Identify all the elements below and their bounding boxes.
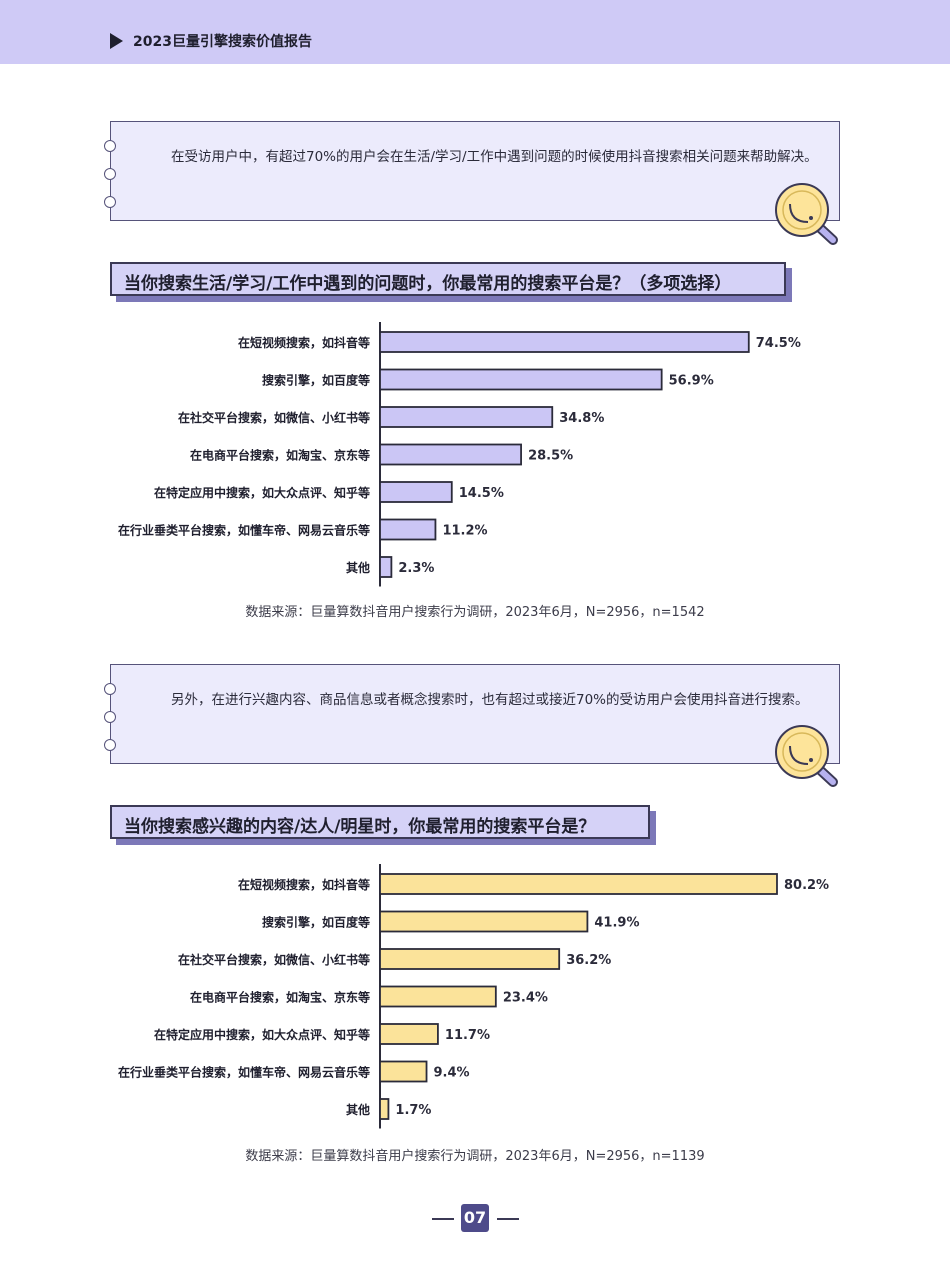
page-number-rule [432,1218,454,1220]
report-header: 2023巨量引擎搜索价值报告 [0,0,950,64]
bar [379,481,453,503]
data-source-1: 数据来源：巨量算数抖音用户搜索行为调研，2023年6月，N=2956，n=154… [245,605,705,620]
category-label: 在特定应用中搜索，如大众点评、知乎等 [154,1027,370,1042]
bar-chart-2: 在短视频搜索，如抖音等 80.2% 搜索引擎，如百度等 41.9% 在社交平台搜索，如微… [118,864,829,1129]
question-title-text: 当你搜索感兴趣的内容/达人/明星时，你最常用的搜索平台是？ [124,817,596,837]
data-label: 36.2% [566,953,611,968]
bar [379,406,554,428]
data-label: 34.8% [559,411,604,426]
binder-hole-icon [104,739,116,751]
bar [379,1023,439,1045]
note-text: 在受访用户中，有超过70%的用户会在生活/学习/工作中遇到问题的时候使用抖音搜索… [171,149,818,165]
question-title-text: 当你搜索生活/学习/工作中遇到的问题时，你最常用的搜索平台是？（多项选择） [124,274,732,294]
page-number: 07 [461,1204,489,1232]
data-label: 11.2% [442,524,487,539]
bar [379,556,393,578]
bar [379,1060,428,1083]
magnifier-icon [775,183,838,245]
bar [379,985,497,1008]
category-label: 在行业垂类平台搜索，如懂车帝、网易云音乐等 [118,523,370,538]
category-label: 在行业垂类平台搜索，如懂车帝、网易云音乐等 [118,1065,370,1080]
category-label: 其他 [346,1102,370,1117]
binder-hole-icon [104,683,116,695]
data-label: 28.5% [528,449,573,464]
data-source-2: 数据来源：巨量算数抖音用户搜索行为调研，2023年6月，N=2956，n=113… [245,1149,705,1164]
note-card-2: 另外，在进行兴趣内容、商品信息或者概念搜索时，也有超过或接近70%的受访用户会使… [104,664,840,764]
data-label: 80.2% [784,878,829,893]
category-label: 在短视频搜索，如抖音等 [238,877,370,892]
binder-hole-icon [104,711,116,723]
data-label: 11.7% [445,1028,490,1043]
page-number-rule [497,1218,519,1220]
magnifier-icon [775,725,838,787]
bar [379,443,522,466]
category-label: 搜索引擎，如百度等 [262,373,370,388]
binder-hole-icon [104,196,116,208]
category-label: 在电商平台搜索，如淘宝、京东等 [190,990,370,1005]
bar [379,1098,390,1120]
category-label: 在短视频搜索，如抖音等 [238,335,370,350]
note-card-1: 在受访用户中，有超过70%的用户会在生活/学习/工作中遇到问题的时候使用抖音搜索… [104,121,840,221]
category-label: 搜索引擎，如百度等 [262,915,370,930]
data-label: 56.9% [669,374,714,389]
data-label: 14.5% [459,486,504,501]
binder-hole-icon [104,140,116,152]
data-label: 41.9% [594,916,639,931]
play-arrow-icon [110,33,123,49]
category-label: 在特定应用中搜索，如大众点评、知乎等 [154,485,370,500]
data-label: 2.3% [398,561,434,576]
data-label: 9.4% [434,1066,470,1081]
bar [379,368,663,391]
data-label: 1.7% [395,1103,431,1118]
binder-hole-icon [104,168,116,180]
bar [379,331,750,353]
bar [379,910,589,933]
category-label: 在电商平台搜索，如淘宝、京东等 [190,448,370,463]
question-title-2: 当你搜索感兴趣的内容/达人/明星时，你最常用的搜索平台是？ [110,805,650,839]
category-label: 在社交平台搜索，如微信、小红书等 [178,952,370,967]
question-title-1: 当你搜索生活/学习/工作中遇到的问题时，你最常用的搜索平台是？（多项选择） [110,262,786,296]
bar [379,518,437,541]
bar [379,948,561,970]
category-label: 其他 [346,560,370,575]
bar-chart-1: 在短视频搜索，如抖音等 74.5% 搜索引擎，如百度等 56.9% 在社交平台搜索，如微… [118,322,801,587]
data-label: 23.4% [503,991,548,1006]
category-label: 在社交平台搜索，如微信、小红书等 [178,410,370,425]
data-label: 74.5% [756,336,801,351]
report-title: 2023巨量引擎搜索价值报告 [133,34,312,50]
bar [379,873,778,895]
note-text: 另外，在进行兴趣内容、商品信息或者概念搜索时，也有超过或接近70%的受访用户会使… [171,692,809,708]
